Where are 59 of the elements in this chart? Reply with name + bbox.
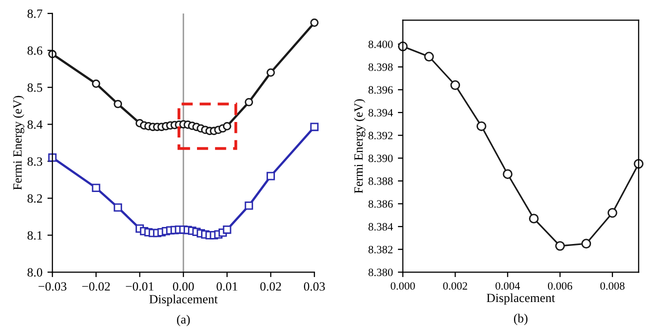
x-tick-label: 0.002 [443,282,468,290]
y-tick-label: 8.394 [368,108,393,117]
point [450,80,460,90]
text: (b) [514,314,528,326]
x-tick-label: 0.008 [600,282,624,290]
y-axis-title: Fermi Energy (eV) [12,96,24,190]
y-tick-label: 8.1 [28,231,42,240]
point [114,203,122,212]
point [424,52,434,62]
x-tick-label: 0.000 [390,282,415,290]
y-tick-label: 8.0 [28,268,42,277]
point [266,172,275,180]
point [581,238,592,249]
y-tick-label: 8.380 [368,268,393,276]
y-tick-label: 8.4 [28,120,42,129]
y-tick-label: 8.400 [368,40,393,48]
y-tick-label: 8.386 [368,200,393,208]
x-tick-label: 0.006 [548,282,572,290]
point [92,184,100,192]
point [266,68,275,77]
point [92,79,100,88]
x-tick-label: −0.03 [38,282,66,291]
y-tick-label: 8.392 [368,132,392,140]
point [222,225,232,234]
point [222,122,232,130]
y-tick-label: 8.3 [28,157,42,166]
x-tick-label: 0.02 [260,282,281,291]
x-tick-label: 0.004 [496,282,520,290]
point [244,201,254,210]
point [398,42,408,52]
y-axis-title: Fermi Energy (eV) [354,99,366,194]
text: (a) [177,314,190,326]
point [244,98,254,106]
x-tick-label: −0.01 [126,282,154,291]
y-tick-label: 8.396 [368,86,393,94]
y-tick-label: 8.6 [28,46,42,55]
y-tick-label: 8.390 [368,154,393,162]
point [310,18,319,27]
x-tick-label: 0.01 [216,282,238,291]
y-tick-label: 8.2 [28,194,42,203]
y-tick-label: 8.5 [28,83,42,92]
y-tick-label: 8.382 [368,246,392,254]
point [114,100,122,108]
point [608,208,618,218]
x-tick-label: 0.00 [172,282,194,291]
point [502,169,512,179]
x-axis-title: Displacement [149,294,218,306]
point [528,214,539,224]
x-axis-title: Displacement [486,293,556,305]
y-tick-label: 8.7 [28,9,42,18]
y-tick-label: 8.398 [368,63,393,71]
y-tick-label: 8.384 [368,223,393,231]
point [310,122,319,132]
y-tick-label: 8.388 [368,177,393,185]
point [48,153,57,162]
point [555,241,565,251]
x-tick-label: −0.02 [82,282,110,291]
point [476,121,486,132]
x-tick-label: 0.03 [304,282,325,291]
